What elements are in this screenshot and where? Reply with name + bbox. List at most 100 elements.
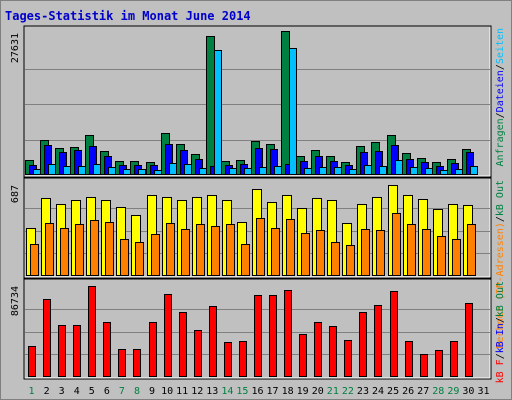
bar-seiten-day-10: [169, 163, 177, 175]
bar-kb-f-day-19: [299, 334, 307, 377]
bar-kb-out-day-1: [30, 244, 39, 276]
bar-kb-f-day-16: [254, 295, 262, 377]
bar-seiten-day-4: [78, 166, 86, 175]
bar-kb-out-day-23: [361, 229, 370, 276]
x-tick-label-day-4: 4: [74, 386, 80, 397]
bar-seiten-day-17: [274, 166, 282, 175]
bar-seiten-day-29: [455, 169, 463, 175]
right-legend-label: kB F/kB In/kB Out: [495, 281, 506, 383]
x-tick-label-day-8: 8: [134, 386, 140, 397]
right-legend-label: Rechner (IP-Adressen)/ kB Out: [495, 180, 506, 349]
bar-seiten-day-20: [319, 167, 327, 175]
bar-seiten-day-2: [48, 164, 56, 175]
bar-seiten-day-9: [154, 170, 162, 175]
x-tick-label-day-25: 25: [387, 386, 399, 397]
bar-kb-out-day-6: [105, 222, 114, 276]
x-tick-label-day-19: 19: [297, 386, 309, 397]
bar-kb-f-day-23: [359, 312, 367, 377]
bar-seiten-day-6: [108, 167, 116, 175]
legend-part: /: [495, 216, 506, 222]
bar-kb-f-day-15: [239, 341, 247, 377]
bar-kb-f-day-3: [58, 325, 66, 377]
bar-kb-f-day-30: [465, 303, 473, 377]
x-tick-label-day-31: 31: [477, 386, 489, 397]
bar-kb-out-day-22: [346, 245, 355, 276]
bar-kb-out-day-13: [211, 226, 220, 276]
bar-kb-f-day-18: [284, 290, 292, 377]
bar-seiten-day-3: [63, 166, 71, 175]
bar-kb-out-day-27: [422, 229, 431, 276]
bar-seiten-day-8: [138, 169, 146, 175]
bar-seiten-day-1: [33, 169, 41, 175]
bar-kb-f-day-24: [374, 305, 382, 377]
legend-part: Seiten: [495, 28, 506, 64]
bar-kb-out-day-12: [196, 224, 205, 276]
x-tick-label-day-27: 27: [417, 386, 429, 397]
legend-part: Anfragen: [495, 118, 506, 166]
x-tick-label-day-12: 12: [191, 386, 203, 397]
x-tick-label-day-24: 24: [372, 386, 384, 397]
x-tick-label-day-16: 16: [251, 386, 263, 397]
bar-kb-f-day-9: [149, 322, 157, 377]
x-tick-label-day-26: 26: [402, 386, 414, 397]
bar-kb-out-day-20: [316, 230, 325, 276]
bar-seiten-day-22: [349, 169, 357, 175]
bar-kb-f-day-5: [88, 286, 96, 377]
bar-kb-f-day-12: [194, 330, 202, 377]
bar-seiten-day-14: [229, 168, 237, 175]
legend-part: kB In: [495, 323, 506, 353]
bar-kb-out-day-29: [452, 239, 461, 276]
x-tick-label-day-7: 7: [119, 386, 125, 397]
x-tick-label-day-11: 11: [176, 386, 188, 397]
bar-seiten-day-23: [364, 165, 372, 175]
bar-kb-f-day-25: [390, 291, 398, 377]
bar-kb-out-day-24: [376, 230, 385, 276]
x-tick-label-day-21: 21: [327, 386, 339, 397]
x-tick-label-day-3: 3: [59, 386, 65, 397]
bar-seiten-day-21: [334, 167, 342, 175]
x-tick-label-day-23: 23: [357, 386, 369, 397]
bar-kb-f-day-13: [209, 306, 217, 377]
x-tick-label-day-17: 17: [267, 386, 279, 397]
x-tick-label-day-28: 28: [432, 386, 444, 397]
bar-kb-out-day-10: [166, 223, 175, 276]
bar-kb-f-day-4: [73, 325, 81, 377]
x-tick-label-day-13: 13: [206, 386, 218, 397]
legend-part: kB F: [495, 359, 506, 383]
x-tick-label-day-29: 29: [447, 386, 459, 397]
bar-kb-f-day-1: [28, 346, 36, 377]
bar-seiten-day-7: [123, 169, 131, 175]
x-tick-label-day-1: 1: [29, 386, 35, 397]
chart-title: Tages-Statistik im Monat June 2014: [5, 9, 251, 23]
bar-kb-f-day-22: [344, 340, 352, 377]
bar-kb-out-day-8: [135, 242, 144, 276]
x-tick-label-day-10: 10: [161, 386, 173, 397]
bar-seiten-day-27: [425, 168, 433, 175]
legend-part: Rechner (IP-Adressen): [495, 222, 506, 348]
x-tick-label-day-5: 5: [89, 386, 95, 397]
bar-kb-f-day-17: [269, 295, 277, 377]
x-tick-label-day-18: 18: [282, 386, 294, 397]
bar-seiten-day-24: [379, 166, 387, 175]
right-legend-label: Anfragen/Dateien/Seiten: [495, 28, 506, 167]
bar-kb-out-day-5: [90, 220, 99, 276]
bar-kb-f-day-26: [405, 341, 413, 377]
bar-seiten-day-16: [259, 167, 267, 175]
bar-seiten-day-18: [289, 48, 297, 175]
bar-kb-out-day-18: [286, 219, 295, 276]
y-max-label: 687: [10, 185, 21, 203]
x-tick-label-day-15: 15: [236, 386, 248, 397]
x-tick-label-day-6: 6: [104, 386, 110, 397]
legend-part: kB Out: [495, 281, 506, 317]
x-tick-label-day-30: 30: [462, 386, 474, 397]
x-tick-label-day-22: 22: [342, 386, 354, 397]
bar-kb-f-day-6: [103, 322, 111, 377]
bar-seiten-day-11: [184, 164, 192, 175]
bar-kb-out-day-2: [45, 223, 54, 276]
x-tick-label-day-14: 14: [221, 386, 233, 397]
bar-anfragen-day-18: [281, 31, 290, 175]
bar-kb-out-day-25: [392, 213, 401, 276]
